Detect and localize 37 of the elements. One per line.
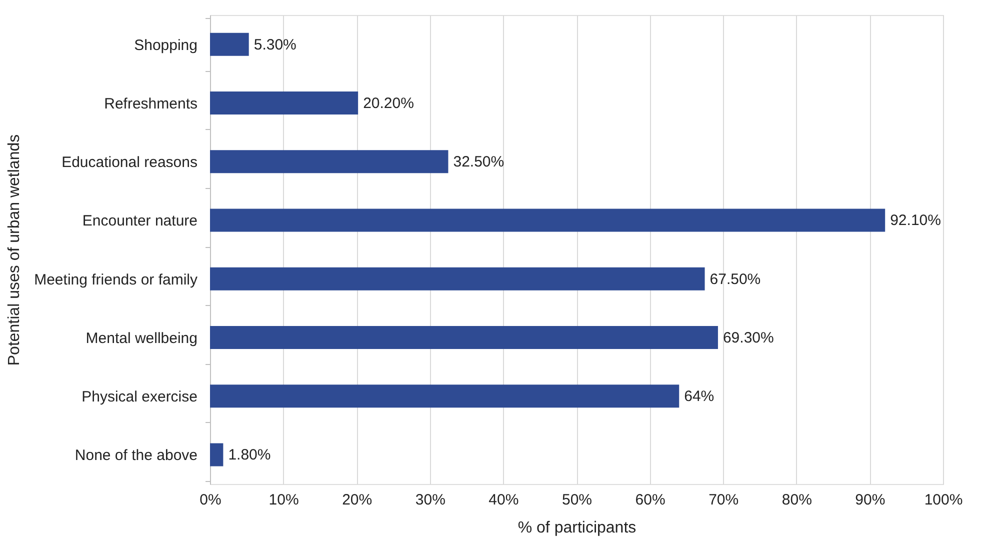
bar (210, 326, 718, 349)
data-label: 67.50% (710, 270, 761, 288)
data-label: 20.20% (363, 94, 414, 112)
x-tick-label: 100% (924, 492, 963, 508)
y-tick-label: Shopping (134, 36, 198, 54)
bar (210, 91, 358, 114)
x-tick-label: 50% (562, 492, 592, 508)
bar (210, 384, 680, 408)
data-label: 1.80% (228, 446, 271, 464)
x-tick-label: 90% (855, 492, 886, 508)
x-tick-label: 70% (708, 492, 739, 508)
bar (210, 150, 448, 174)
x-tick-label: 60% (635, 492, 666, 508)
y-axis-title: Potential uses of urban wetlands (6, 134, 24, 366)
x-tick-label: 40% (488, 492, 519, 508)
y-tick-label: Meeting friends or family (34, 271, 198, 288)
bar (210, 267, 705, 290)
bar (210, 443, 224, 466)
data-label: 32.50% (453, 154, 504, 171)
x-tick-label: 0% (200, 492, 222, 508)
x-tick-label: 10% (268, 492, 299, 508)
x-tick-label: 80% (782, 492, 812, 508)
data-label: 5.30% (254, 36, 296, 54)
bar (210, 208, 886, 232)
y-tick-label: Physical exercise (82, 388, 198, 406)
y-tick-label: None of the above (74, 447, 198, 464)
data-label: 64% (684, 388, 714, 406)
y-tick-label: Mental wellbeing (86, 330, 198, 347)
x-tick-label: 20% (342, 492, 372, 508)
y-tick-label: Refreshments (104, 95, 198, 112)
data-label: 92.10% (890, 212, 941, 230)
x-axis-title: % of participants (518, 520, 636, 536)
y-tick-label: Encounter nature (82, 212, 198, 230)
data-label: 69.30% (722, 329, 774, 346)
x-tick-label: 30% (415, 492, 446, 508)
y-tick-label: Educational reasons (62, 154, 198, 172)
bar (210, 32, 249, 56)
